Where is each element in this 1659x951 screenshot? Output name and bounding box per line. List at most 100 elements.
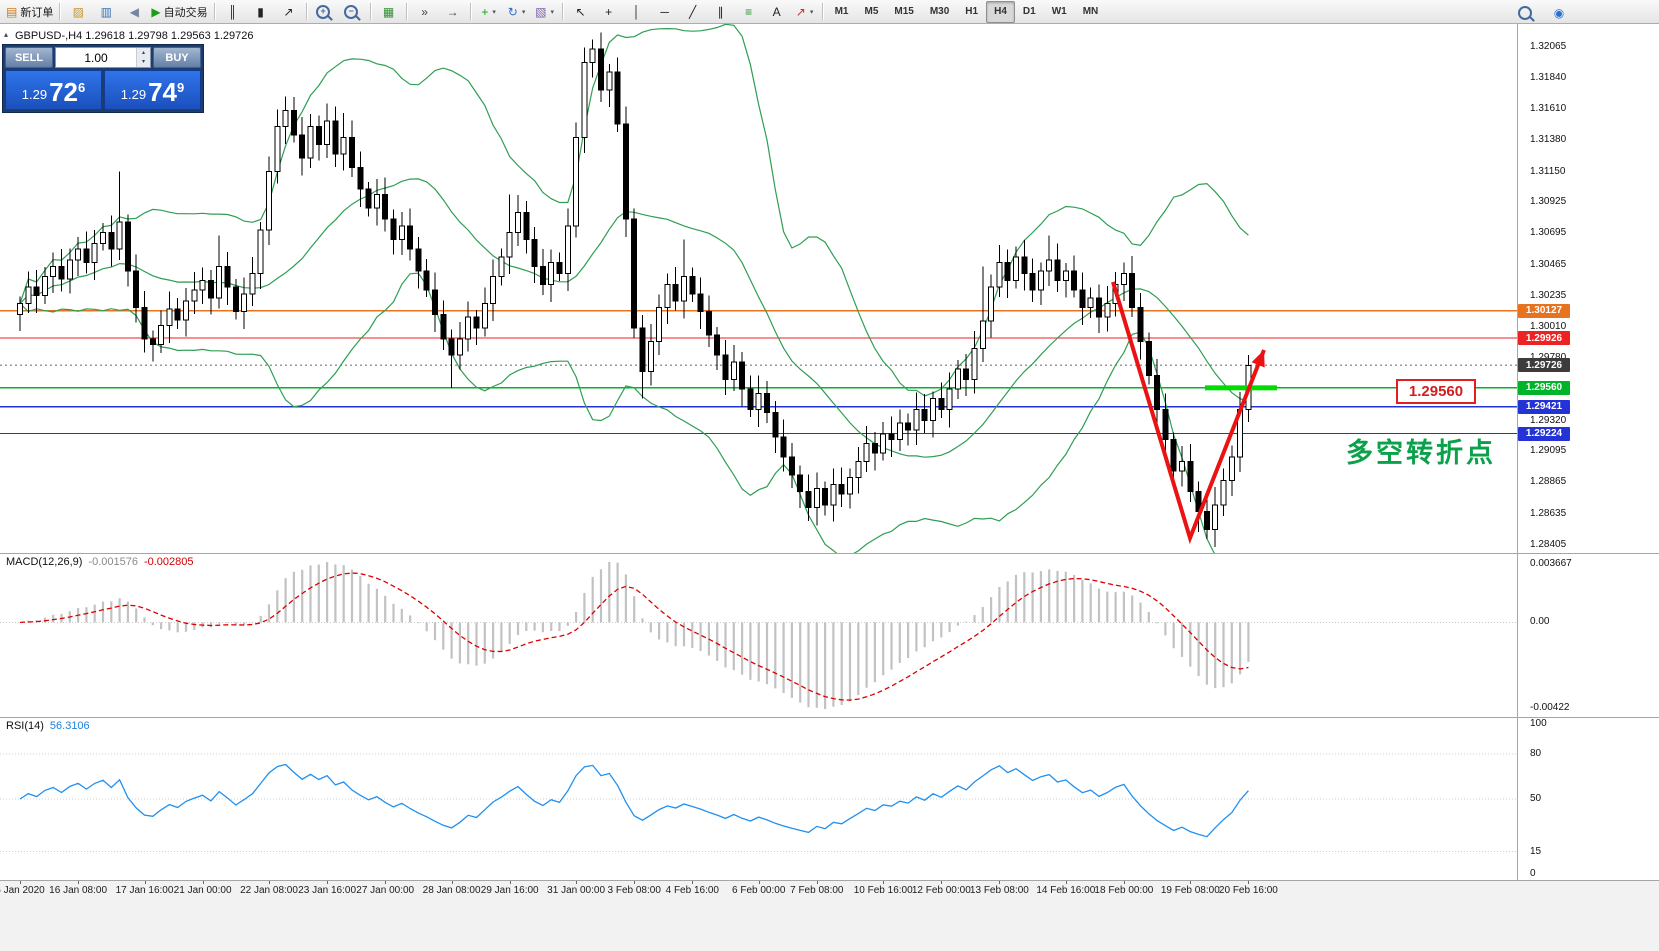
vline-icon[interactable]: │ <box>632 4 641 19</box>
price-axis-label: 1.28865 <box>1530 476 1567 488</box>
fibo-icon[interactable]: ≡ <box>745 4 753 19</box>
chart-shift-icon[interactable]: → <box>446 4 459 19</box>
zoom-out-icon[interactable]: − <box>339 1 367 23</box>
time-axis-tick <box>1190 881 1192 884</box>
buy-price-panel[interactable]: 1.29 74 9 <box>104 70 201 110</box>
tf-m5[interactable]: M5 <box>864 6 879 17</box>
tf-m15[interactable]: M15 <box>894 6 914 17</box>
time-axis-tick <box>509 881 511 884</box>
time-axis[interactable]: 6 Jan 2020 16 Jan 08:00 17 Jan 16:00 21 Jan… <box>0 880 1659 951</box>
tf-d1[interactable]: D1 <box>1022 6 1036 17</box>
time-axis-tick <box>78 881 80 884</box>
autotrade-button[interactable]: ▶ 自动交易 <box>151 4 208 19</box>
time-axis-tick <box>816 881 818 884</box>
auto-scroll-icon[interactable]: » <box>421 4 428 19</box>
tf-h4[interactable]: H4 <box>986 0 1015 23</box>
sell-button[interactable]: SELL <box>5 47 53 68</box>
periods-icon[interactable]: ↻ ▾ <box>507 4 526 19</box>
time-axis-tick <box>269 881 270 884</box>
rsi-panel-canvas[interactable] <box>0 718 1517 880</box>
crosshair-icon[interactable]: + <box>605 4 613 19</box>
tf-m1[interactable]: M1 <box>834 6 849 17</box>
time-axis-label: 20 Feb 16:00 <box>1218 885 1278 896</box>
time-axis-tick <box>1248 881 1250 884</box>
time-axis-label: 22 Jan 08:00 <box>240 885 298 896</box>
price-highlight-label[interactable]: 1.29560 <box>1396 379 1476 404</box>
time-axis-label: 17 Jan 16:00 <box>115 885 174 896</box>
search-icon[interactable] <box>1512 2 1540 24</box>
cn-annotation-text[interactable]: 多空转折点 <box>1346 438 1496 468</box>
time-axis-label: 6 Jan 2020 <box>0 885 45 896</box>
trendline-icon[interactable]: ╱ <box>688 4 697 19</box>
time-axis-tick <box>451 881 453 884</box>
rsi-axis-label: 0 <box>1530 868 1536 879</box>
time-axis-label: 18 Feb 00:00 <box>1094 885 1154 896</box>
main-chart-canvas[interactable] <box>0 24 1517 553</box>
rsi-panel-divider[interactable] <box>0 717 1659 718</box>
bar-chart-icon[interactable]: ║ <box>228 4 237 19</box>
oneclick-toggle-icon[interactable]: ▴ <box>4 30 9 39</box>
tf-mn[interactable]: MN <box>1082 6 1099 17</box>
rsi-label: RSI(14) 56.3106 <box>6 720 90 732</box>
line-chart-icon[interactable]: ↗ <box>283 4 294 19</box>
alerts-icon[interactable]: ◀ <box>129 4 139 19</box>
templates-icon[interactable]: ▧ ▾ <box>535 4 554 19</box>
time-axis-tick <box>1065 881 1067 884</box>
tile-windows-icon[interactable]: ▦ <box>382 4 395 19</box>
time-axis-tick <box>634 881 636 884</box>
price-axis-label: 1.28405 <box>1530 539 1567 550</box>
text-icon[interactable]: A <box>772 4 781 19</box>
price-axis[interactable]: 1.32065 1.31840 1.31610 1.31380 1.31150 1.309… <box>1518 0 1659 880</box>
tf-w1[interactable]: W1 <box>1051 6 1067 17</box>
price-axis-label: 1.30465 <box>1530 258 1567 270</box>
hline-icon[interactable]: ─ <box>660 4 669 19</box>
toolbar-buttons: ▤ 新订单 ▨ ▥ ◀ ▶ 自动交易 ║ ▮ ↗ + − ▦» → + ▾ ↻ ▾ ▧ ▾ ↖ + │ ─ ╱ ∥ ≡ A ↗ ▾ M1 M5… <box>3 0 1106 23</box>
sell-price-panel[interactable]: 1.29 72 6 <box>5 70 102 110</box>
time-axis-label: 3 Feb 08:00 <box>607 885 661 896</box>
buy-price-mid: 74 <box>148 76 177 107</box>
zoom-in-icon[interactable]: + <box>311 1 339 23</box>
sell-price-big: 1.29 <box>21 86 48 102</box>
macd-axis-label: -0.00422 <box>1530 702 1570 713</box>
macd-panel-canvas[interactable] <box>0 554 1517 717</box>
time-axis-label: 13 Feb 08:00 <box>969 885 1029 896</box>
volume-input[interactable] <box>56 48 136 67</box>
channel-icon[interactable]: ∥ <box>717 4 724 19</box>
rsi-axis-label: 50 <box>1530 793 1542 804</box>
indicators-icon[interactable]: + ▾ <box>481 4 496 19</box>
macd-signal-value: -0.002805 <box>143 556 194 568</box>
toolbar: ▤ 新订单 ▨ ▥ ◀ ▶ 自动交易 ║ ▮ ↗ + − ▦» → + ▾ ↻ ▾ ▧ ▾ ↖ + │ ─ ╱ ∥ ≡ A ↗ ▾ M1 M5… <box>0 0 1659 24</box>
time-axis-tick <box>202 881 204 884</box>
time-axis-label: 6 Feb 00:00 <box>732 885 786 896</box>
rsi-axis-label: 80 <box>1530 748 1542 759</box>
new-order-button[interactable]: ▤ 新订单 <box>6 4 54 19</box>
volume-field: ▴ ▾ <box>55 47 151 68</box>
current-price-badge: 1.29726 <box>1518 358 1570 373</box>
level-badge-1-29926: 1.29926 <box>1518 331 1570 346</box>
volume-down-icon[interactable]: ▾ <box>137 57 150 67</box>
community-icon[interactable]: ◉ <box>1553 6 1565 20</box>
level-badge-1-29560: 1.29560 <box>1518 380 1570 395</box>
price-axis-label: 1.31840 <box>1530 71 1567 83</box>
volume-up-icon[interactable]: ▴ <box>137 48 150 58</box>
profiles-icon[interactable]: ▨ <box>72 4 85 19</box>
arrows-icon[interactable]: ↗ ▾ <box>795 4 814 19</box>
tf-h1[interactable]: H1 <box>965 6 979 17</box>
price-axis-label: 1.29095 <box>1530 445 1567 457</box>
time-axis-tick <box>941 881 943 884</box>
macd-panel-divider[interactable] <box>0 553 1659 554</box>
candlestick-icon[interactable]: ▮ <box>257 4 264 19</box>
time-axis-label: 31 Jan 00:00 <box>547 885 606 896</box>
volume-spinner: ▴ ▾ <box>136 48 150 67</box>
price-axis-separator[interactable] <box>1517 24 1518 880</box>
time-axis-tick <box>692 881 694 884</box>
tf-m30[interactable]: M30 <box>929 6 950 17</box>
macd-axis-label: 0.003667 <box>1530 558 1572 569</box>
time-axis-label: 7 Feb 08:00 <box>790 885 844 896</box>
cursor-icon[interactable]: ↖ <box>575 4 586 19</box>
buy-button[interactable]: BUY <box>153 47 201 68</box>
charts-window-icon[interactable]: ▥ <box>100 4 113 19</box>
time-axis-label: 19 Feb 08:00 <box>1160 885 1220 896</box>
time-axis-label: 16 Jan 08:00 <box>49 885 108 896</box>
price-axis-label: 1.31610 <box>1530 102 1567 114</box>
